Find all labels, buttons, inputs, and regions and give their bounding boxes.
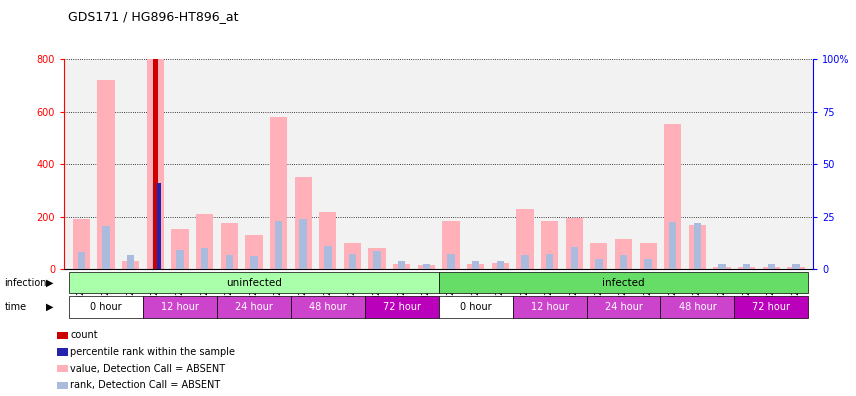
Bar <box>448 253 455 269</box>
Bar <box>275 221 282 269</box>
Bar <box>103 226 110 269</box>
Bar <box>78 252 85 269</box>
Text: 24 hour: 24 hour <box>604 302 642 312</box>
Text: uninfected: uninfected <box>226 278 282 288</box>
Bar <box>467 264 484 269</box>
Bar <box>718 264 726 269</box>
Bar <box>250 256 258 269</box>
Bar <box>348 253 356 269</box>
Bar <box>226 255 233 269</box>
Bar <box>521 255 529 269</box>
Bar <box>98 80 115 269</box>
Bar <box>418 265 435 269</box>
Bar <box>541 221 558 269</box>
Text: ▶: ▶ <box>45 278 53 288</box>
Bar <box>201 248 208 269</box>
Bar <box>472 261 479 269</box>
Text: infected: infected <box>602 278 645 288</box>
Bar <box>171 228 188 269</box>
Bar <box>344 243 361 269</box>
Bar <box>324 246 331 269</box>
Bar <box>443 221 460 269</box>
Bar <box>300 219 307 269</box>
Bar <box>793 264 800 269</box>
Bar <box>738 267 755 269</box>
Bar <box>645 259 651 269</box>
Bar <box>693 223 701 269</box>
Bar <box>639 243 657 269</box>
Bar <box>373 251 381 269</box>
Bar <box>620 255 627 269</box>
Text: value, Detection Call = ABSENT: value, Detection Call = ABSENT <box>70 364 225 373</box>
Bar <box>270 117 287 269</box>
Bar <box>221 223 238 269</box>
Text: 48 hour: 48 hour <box>679 302 716 312</box>
Text: 12 hour: 12 hour <box>531 302 568 312</box>
Bar <box>152 183 159 269</box>
Text: 48 hour: 48 hour <box>309 302 347 312</box>
Bar <box>743 264 751 269</box>
Bar <box>319 211 336 269</box>
Bar <box>153 59 158 269</box>
Text: infection: infection <box>4 278 47 288</box>
Bar <box>763 267 780 269</box>
Bar <box>176 249 184 269</box>
Bar <box>689 225 706 269</box>
Text: 12 hour: 12 hour <box>161 302 199 312</box>
Bar <box>788 267 805 269</box>
Bar <box>368 248 386 269</box>
Bar <box>566 218 583 269</box>
Bar <box>127 255 134 269</box>
Bar <box>591 243 608 269</box>
Text: time: time <box>4 302 27 312</box>
Bar <box>570 247 578 269</box>
Bar <box>491 263 509 269</box>
Text: 0 hour: 0 hour <box>460 302 491 312</box>
Bar <box>669 222 676 269</box>
Bar <box>423 264 430 269</box>
Text: rank, Detection Call = ABSENT: rank, Detection Call = ABSENT <box>70 380 221 390</box>
Text: 0 hour: 0 hour <box>90 302 122 312</box>
Bar <box>768 264 775 269</box>
Bar <box>146 59 164 269</box>
Text: GDS171 / HG896-HT896_at: GDS171 / HG896-HT896_at <box>68 10 239 23</box>
Bar <box>393 264 410 269</box>
Bar <box>73 219 90 269</box>
Bar <box>246 235 263 269</box>
Text: count: count <box>70 330 98 340</box>
Bar <box>615 239 632 269</box>
Bar <box>157 183 161 269</box>
Bar <box>516 209 533 269</box>
Bar <box>196 214 213 269</box>
Bar <box>294 177 312 269</box>
Text: 24 hour: 24 hour <box>235 302 273 312</box>
Text: 72 hour: 72 hour <box>383 302 421 312</box>
Bar <box>122 261 140 269</box>
Bar <box>546 253 553 269</box>
Text: 72 hour: 72 hour <box>752 302 790 312</box>
Bar <box>664 124 681 269</box>
Text: ▶: ▶ <box>45 302 53 312</box>
Bar <box>713 267 731 269</box>
Bar <box>398 261 406 269</box>
Bar <box>496 261 504 269</box>
Bar <box>595 259 603 269</box>
Text: percentile rank within the sample: percentile rank within the sample <box>70 347 235 357</box>
